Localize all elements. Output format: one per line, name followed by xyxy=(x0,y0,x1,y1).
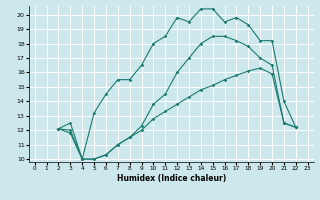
X-axis label: Humidex (Indice chaleur): Humidex (Indice chaleur) xyxy=(116,174,226,183)
